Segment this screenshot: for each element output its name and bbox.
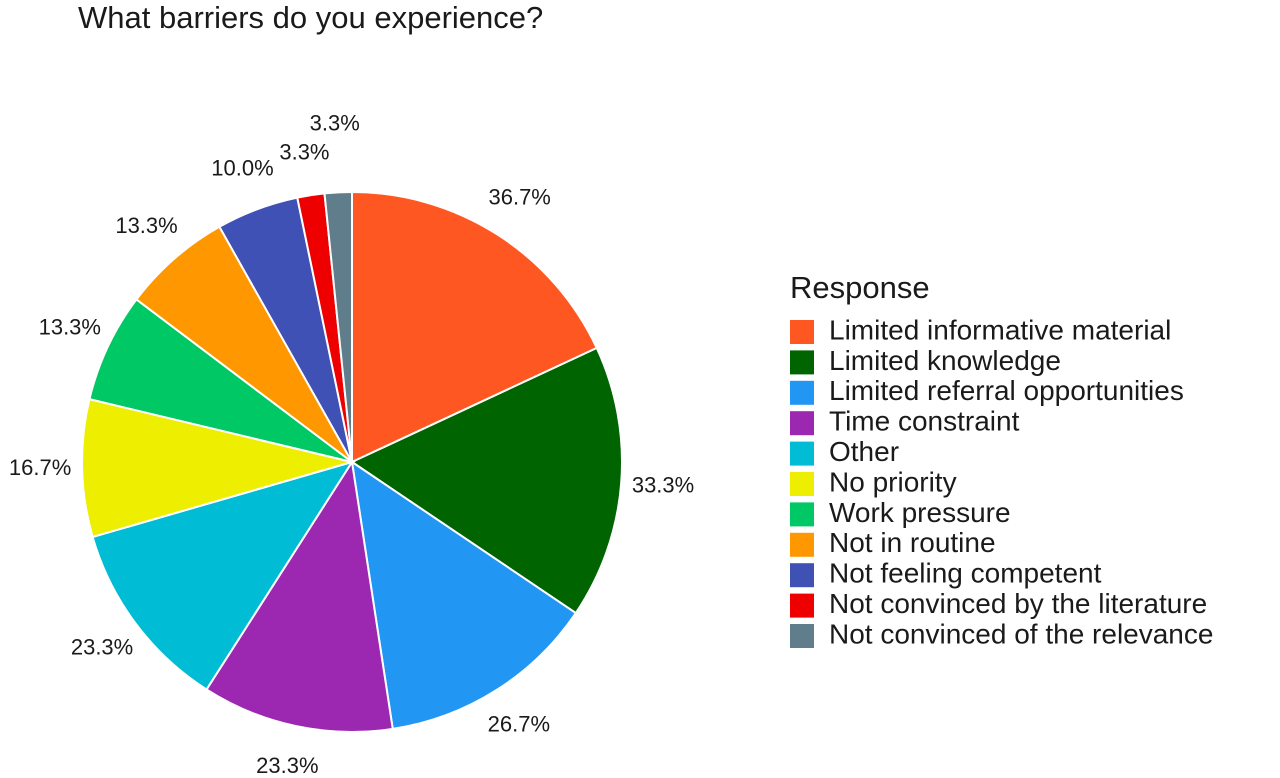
legend-label: Limited informative material: [829, 314, 1171, 345]
pie-slice: [81, 397, 356, 539]
legend-swatch: [790, 350, 814, 375]
pie-slice: [135, 225, 353, 463]
legend-swatch: [790, 411, 814, 436]
legend-label: Other: [829, 436, 899, 467]
pie-slice: [323, 190, 353, 463]
legend-swatch: [790, 472, 814, 496]
legend-swatch: [790, 320, 814, 344]
slice-label: 23.3%: [256, 753, 318, 778]
legend-swatch: [790, 624, 814, 648]
slice-label: 10.0%: [211, 156, 273, 181]
slice-label: 13.3%: [39, 315, 101, 340]
slice-label: 16.7%: [9, 455, 71, 480]
legend-swatch: [790, 380, 814, 405]
legend-swatch: [790, 593, 814, 618]
legend-label: Limited referral opportunities: [829, 375, 1184, 406]
legend-swatch: [790, 563, 814, 588]
slice-label: 36.7%: [488, 185, 550, 210]
slice-label: 33.3%: [632, 472, 694, 497]
legend-label: Limited knowledge: [829, 345, 1061, 376]
legend-swatch: [790, 532, 814, 557]
slice-label: 23.3%: [71, 635, 133, 660]
chart-title: What barriers do you experience?: [78, 0, 543, 35]
pie-slice: [350, 459, 578, 731]
pie-slice: [205, 459, 394, 733]
legend-swatch: [790, 502, 814, 527]
legend-label: No priority: [829, 466, 957, 497]
slice-label: 3.3%: [279, 139, 329, 164]
pie-slice: [351, 190, 599, 464]
legend-label: Not feeling competent: [829, 558, 1102, 589]
legend-title: Response: [790, 270, 930, 305]
legend-label: Work pressure: [829, 497, 1011, 528]
pie-slice: [349, 346, 623, 615]
slice-label: 3.3%: [310, 110, 360, 135]
slice-label: 13.3%: [115, 213, 177, 238]
legend-swatch: [790, 441, 814, 466]
legend-label: Not convinced by the literature: [829, 588, 1207, 619]
legend-label: Not convinced of the relevance: [829, 618, 1213, 649]
legend-label: Time constraint: [829, 406, 1020, 437]
pie-slice: [88, 298, 353, 463]
legend-label: Not in routine: [829, 527, 996, 558]
slice-label: 26.7%: [488, 711, 550, 736]
